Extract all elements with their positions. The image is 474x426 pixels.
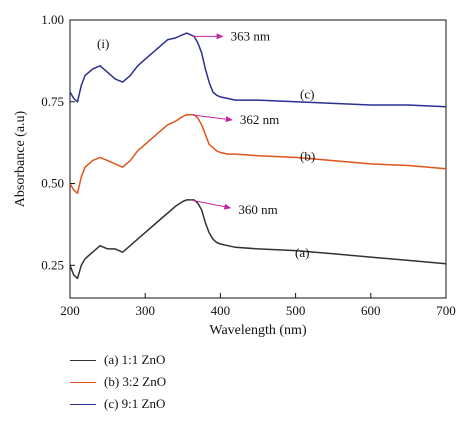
legend-item: (c) 9:1 ZnO [70, 393, 166, 415]
legend-label: (b) 3:2 ZnO [104, 374, 167, 389]
x-tick-label: 700 [436, 303, 456, 318]
plot-frame [69, 19, 447, 299]
panel-label: (i) [97, 36, 109, 51]
peak-arrow [190, 199, 232, 210]
x-axis-title: Wavelength (nm) [209, 323, 307, 338]
legend-swatch [70, 403, 96, 405]
y-axis-title: Absorbance (a.u) [13, 110, 28, 207]
curve-label: (a) [295, 245, 309, 260]
legend-swatch [70, 381, 96, 383]
peak-arrow [191, 114, 233, 123]
y-tick-label: 1.00 [41, 12, 64, 27]
series-line [69, 199, 447, 280]
peak-label: 363 nm [231, 28, 270, 43]
legend: (a) 1:1 ZnO (b) 3:2 ZnO (c) 9:1 ZnO [70, 349, 166, 415]
y-tick-label: 0.50 [41, 176, 64, 191]
peak-label: 360 nm [238, 202, 277, 217]
series-layer [69, 32, 447, 280]
tick-layer: 200 300 400 500 600 700 0.25 0.50 0.75 1.00 [41, 12, 456, 318]
legend-item: (a) 1:1 ZnO [70, 349, 166, 371]
x-tick-label: 400 [211, 303, 231, 318]
series-line [69, 114, 447, 195]
curve-label: (b) [300, 149, 315, 164]
x-tick-label: 600 [361, 303, 381, 318]
x-tick-label: 300 [135, 303, 155, 318]
series-line [69, 32, 447, 108]
legend-label: (a) 1:1 ZnO [104, 352, 166, 367]
x-tick-label: 200 [60, 303, 80, 318]
annotation-layer: 360 nm (a) 362 nm (b) 363 nm (c) [190, 28, 315, 260]
legend-label: (c) 9:1 ZnO [104, 396, 166, 411]
plot-frame-layer [69, 19, 447, 299]
x-tick-label: 500 [286, 303, 306, 318]
curve-label: (c) [300, 86, 314, 101]
peak-label: 362 nm [240, 112, 279, 127]
legend-swatch [70, 359, 96, 361]
y-tick-label: 0.75 [41, 94, 64, 109]
legend-item: (b) 3:2 ZnO [70, 371, 166, 393]
y-tick-label: 0.25 [41, 257, 64, 272]
